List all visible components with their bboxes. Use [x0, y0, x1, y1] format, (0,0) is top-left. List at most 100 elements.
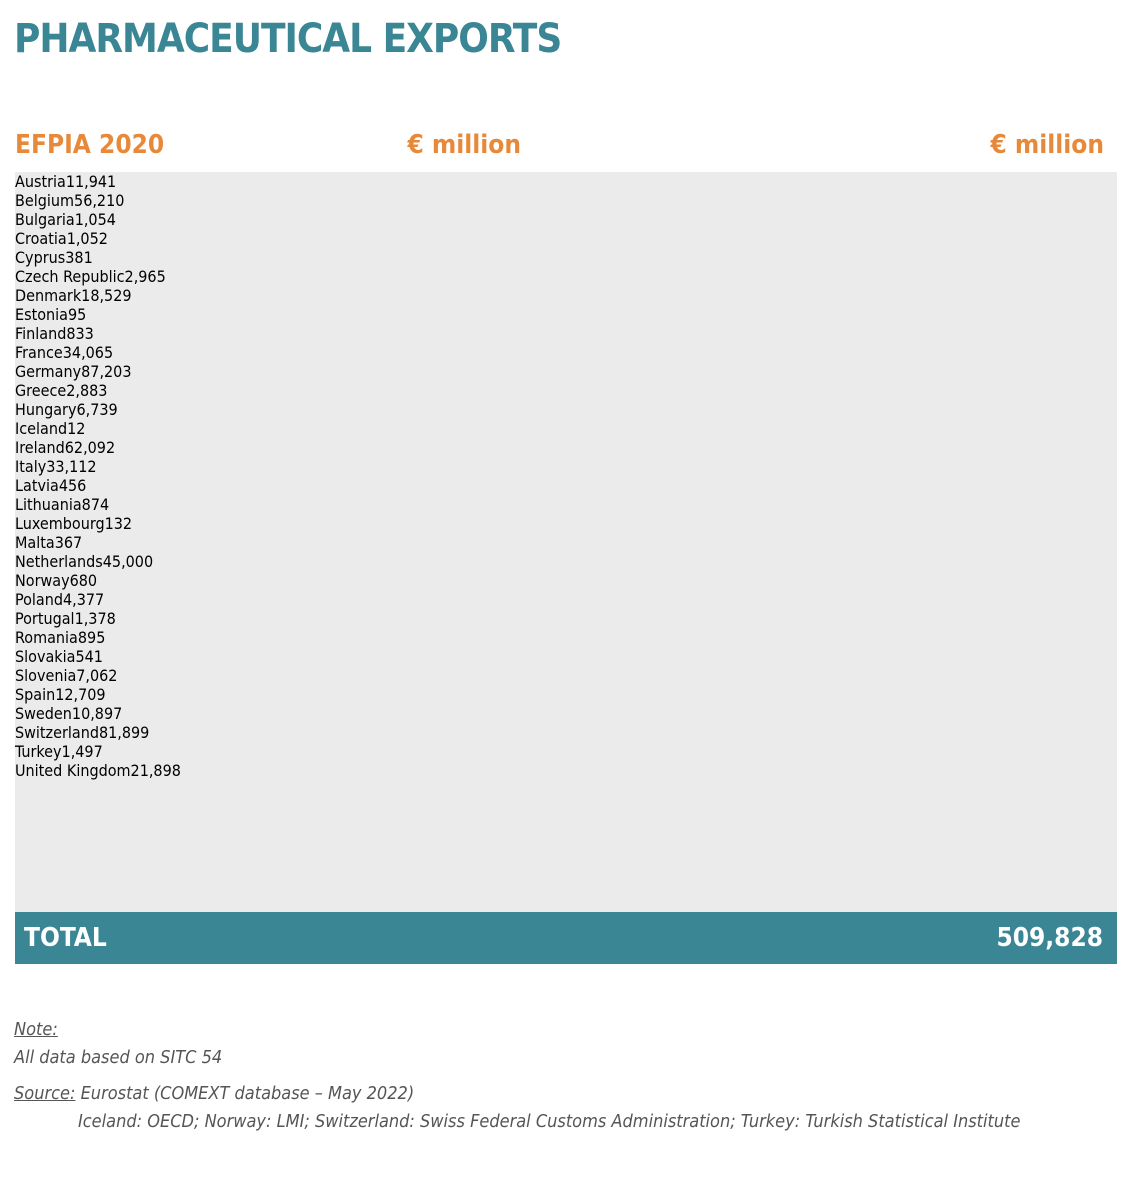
table-row: Luxembourg132: [15, 514, 535, 533]
value: 1,054: [74, 210, 116, 229]
note-text: All data based on SITC 54: [14, 1047, 223, 1068]
total-value: 509,828: [996, 923, 1103, 953]
value: 10,897: [71, 704, 123, 723]
value: 11,941: [65, 172, 117, 191]
table-row: Iceland12: [15, 419, 537, 438]
country: Luxembourg: [15, 514, 105, 533]
table-row: Switzerland81,899: [15, 723, 535, 742]
value: 541: [75, 647, 103, 666]
table-row: Austria11,941: [15, 172, 537, 191]
note-label-text: Note:: [14, 1019, 58, 1040]
value: 33,112: [46, 457, 97, 476]
title: PHARMACEUTICAL EXPORTS: [14, 16, 562, 62]
value: 1,497: [61, 742, 103, 761]
value: 81,899: [98, 723, 150, 742]
table-row: Greece2,883: [15, 381, 537, 400]
value: 367: [54, 533, 83, 552]
country: Belgium: [15, 191, 75, 210]
table-row: Estonia95: [15, 305, 537, 324]
country: Hungary: [15, 400, 77, 419]
value: 56,210: [74, 191, 125, 210]
source-extra: Iceland: OECD; Norway: LMI; Switzerland:…: [78, 1111, 1021, 1132]
table-row: Turkey1,497: [15, 742, 535, 761]
table-row: Croatia1,052: [15, 229, 537, 248]
value: 34,065: [62, 343, 114, 362]
value: 87,203: [81, 362, 132, 381]
country: Czech Republic: [15, 267, 125, 286]
country: Denmark: [15, 286, 82, 305]
table-row: Bulgaria1,054: [15, 210, 537, 229]
country: Malta: [15, 533, 55, 552]
table-row: Ireland62,092: [15, 438, 537, 457]
table-row: Slovakia541: [15, 647, 535, 666]
country: Turkey: [15, 742, 62, 761]
value: 2,883: [66, 381, 108, 400]
country: Slovenia: [15, 666, 77, 685]
table-row: Finland833: [15, 324, 537, 343]
value: 833: [66, 324, 94, 343]
value: 62,092: [64, 438, 116, 457]
table-row: Spain12,709: [15, 685, 535, 704]
table-row: Italy33,112: [15, 457, 537, 476]
value: 895: [77, 628, 106, 647]
country: Ireland: [15, 438, 65, 457]
value: 12,709: [55, 685, 106, 704]
table-row: United Kingdom21,898: [15, 761, 535, 780]
value: 1,052: [66, 229, 108, 248]
table-row: Denmark18,529: [15, 286, 537, 305]
country: Iceland: [15, 419, 68, 438]
total-label: TOTAL: [24, 923, 107, 953]
country: Latvia: [15, 476, 59, 495]
country: United Kingdom: [15, 761, 131, 780]
value: 381: [65, 248, 93, 267]
country: Italy: [15, 457, 47, 476]
value: 2,965: [124, 267, 166, 286]
country: Germany: [15, 362, 82, 381]
header-unit: € million: [407, 130, 521, 160]
country: Finland: [15, 324, 67, 343]
country: Netherlands: [15, 552, 103, 571]
value: 6,739: [76, 400, 118, 419]
source-text: Eurostat (COMEXT database – May 2022): [75, 1083, 415, 1104]
total-row: TOTAL 509,828: [15, 912, 1117, 964]
table-row: Sweden10,897: [15, 704, 535, 723]
value: 12: [67, 419, 86, 438]
source-label: Source:: [14, 1083, 76, 1104]
table-row: Poland4,377: [15, 590, 535, 609]
header-label: EFPIA 2020: [15, 130, 165, 160]
country: Croatia: [15, 229, 67, 248]
value: 45,000: [102, 552, 154, 571]
table-row: Latvia456: [15, 476, 535, 495]
value: 7,062: [76, 666, 118, 685]
value: 18,529: [81, 286, 132, 305]
country: Poland: [15, 590, 63, 609]
source: Source: Eurostat (COMEXT database – May …: [14, 1083, 414, 1104]
country: France: [15, 343, 63, 362]
table-row: Germany87,203: [15, 362, 537, 381]
table-row: Czech Republic2,965: [15, 267, 537, 286]
value: 95: [67, 305, 87, 324]
country: Greece: [15, 381, 67, 400]
country: Spain: [15, 685, 56, 704]
value: 132: [104, 514, 133, 533]
table-row: Cyprus381: [15, 248, 537, 267]
note-label: Note:: [14, 1019, 58, 1040]
table-row: France34,065: [15, 343, 537, 362]
country: Austria: [15, 172, 66, 191]
country: Portugal: [15, 609, 75, 628]
table-row: Netherlands45,000: [15, 552, 535, 571]
country: Bulgaria: [15, 210, 75, 229]
table-row: Norway680: [15, 571, 535, 590]
value: 680: [69, 571, 98, 590]
table-row: Portugal1,378: [15, 609, 535, 628]
header-unit: € million: [990, 130, 1104, 160]
value: 21,898: [130, 761, 181, 780]
country: Lithuania: [15, 495, 82, 514]
table-row: Belgium56,210: [15, 191, 537, 210]
country: Slovakia: [15, 647, 76, 666]
table-row: Malta367: [15, 533, 535, 552]
value: 4,377: [63, 590, 105, 609]
country: Romania: [15, 628, 78, 647]
country: Norway: [15, 571, 70, 590]
